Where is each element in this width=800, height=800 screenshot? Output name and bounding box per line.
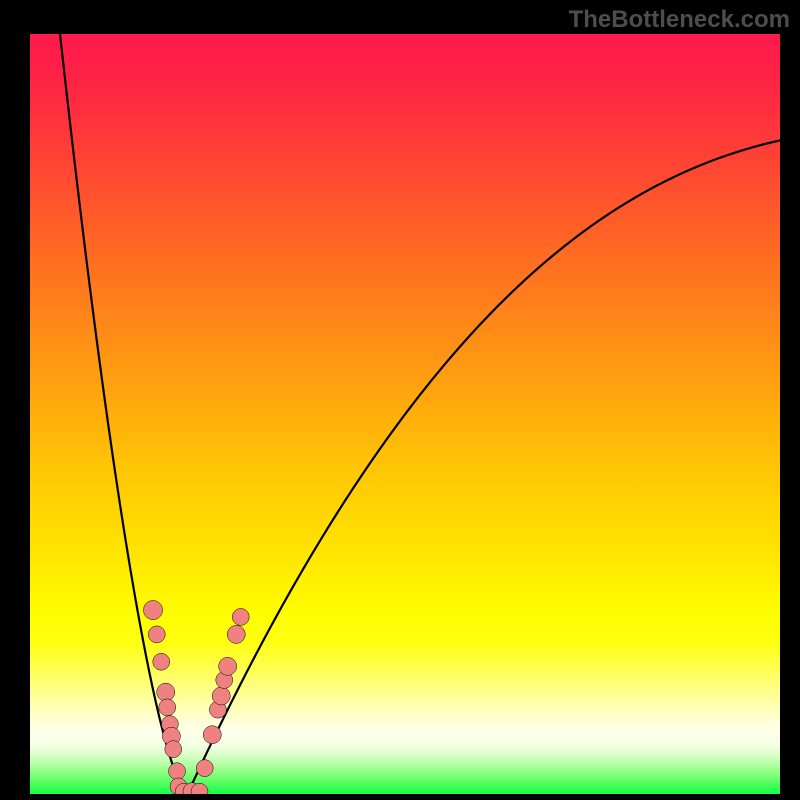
data-marker (159, 699, 176, 716)
data-marker (148, 626, 165, 643)
data-marker (196, 760, 213, 777)
data-marker (153, 653, 170, 670)
data-marker (212, 687, 230, 705)
bottleneck-chart (30, 34, 780, 794)
data-marker (157, 683, 175, 701)
data-marker (169, 763, 186, 780)
data-marker (232, 608, 249, 625)
data-marker (203, 726, 221, 744)
data-marker (219, 657, 237, 675)
figure-container: TheBottleneck.com (0, 0, 800, 800)
data-marker (143, 601, 162, 620)
data-marker (165, 741, 182, 758)
data-marker (227, 625, 245, 643)
watermark-text: TheBottleneck.com (569, 6, 790, 34)
